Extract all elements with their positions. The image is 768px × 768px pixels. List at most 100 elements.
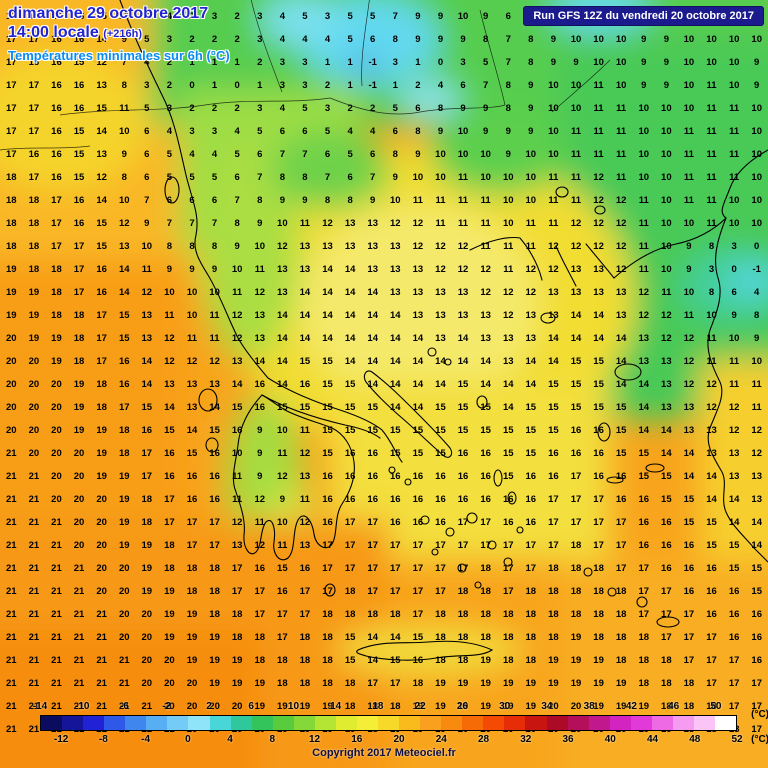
temp-value: 15: [502, 448, 514, 459]
temp-value: 18: [51, 310, 62, 321]
temp-value: 10: [570, 103, 582, 114]
scale-tick-label: 16: [351, 734, 363, 745]
temp-value: 18: [661, 701, 672, 712]
temp-value: 19: [186, 609, 198, 620]
temp-value: 11: [593, 126, 604, 137]
temp-value: 17: [661, 609, 672, 620]
temp-value: 18: [209, 586, 220, 597]
temp-value: 17: [277, 632, 288, 643]
temp-value: 19: [480, 678, 491, 689]
temp-value: 16: [209, 471, 220, 482]
temp-value: 16: [209, 448, 220, 459]
temp-value: 11: [232, 287, 243, 298]
temp-value: 11: [209, 333, 220, 344]
temp-value: 15: [390, 448, 401, 459]
temp-value: 13: [570, 264, 582, 275]
temp-value: 8: [415, 126, 421, 137]
temp-value: 18: [661, 655, 672, 666]
temp-value: 15: [367, 425, 378, 436]
temp-value: 10: [638, 126, 650, 137]
temp-value: 20: [28, 379, 40, 390]
temp-value: 20: [118, 609, 130, 620]
temp-value: 10: [728, 333, 740, 344]
temp-value: 21: [73, 563, 85, 574]
temp-value: 15: [322, 402, 333, 413]
temp-value: 19: [6, 264, 17, 275]
temp-value: 21: [51, 632, 62, 643]
temp-value: 16: [525, 494, 537, 505]
temp-value: 18: [548, 632, 559, 643]
temp-value: 17: [254, 586, 266, 597]
temp-value: 17: [706, 678, 717, 689]
temp-value: 4: [754, 287, 760, 298]
border-lines: [0, 0, 611, 151]
temp-value: 15: [570, 402, 582, 413]
temp-value: 21: [6, 517, 17, 528]
temp-value: 12: [254, 494, 266, 505]
temp-value: 17: [367, 540, 378, 551]
scale-cell: [335, 716, 357, 730]
temp-value: 10: [661, 241, 672, 252]
scale-tick-label: 44: [646, 734, 659, 745]
temp-value: 15: [480, 402, 491, 413]
temp-value: 8: [437, 103, 444, 114]
temp-value: 1: [211, 57, 218, 68]
temp-value: 13: [367, 241, 378, 252]
temp-value: 18: [615, 609, 627, 620]
temp-value: 16: [51, 149, 62, 160]
temp-value: 19: [548, 678, 559, 689]
temp-value: 12: [186, 356, 198, 367]
temp-value: 9: [505, 126, 511, 137]
temp-value: 19: [480, 701, 491, 712]
temp-value: 18: [367, 609, 378, 620]
temp-value: 17: [51, 218, 62, 229]
temp-value: 16: [51, 57, 62, 68]
temp-value: 13: [751, 471, 762, 482]
scale-cell: [693, 716, 715, 730]
temp-value: 10: [751, 172, 762, 183]
temp-value: 14: [502, 379, 514, 390]
temp-value: 19: [570, 632, 582, 643]
temp-value: 15: [570, 356, 582, 367]
temp-value: 16: [344, 494, 356, 505]
temp-value: 18: [73, 310, 85, 321]
temp-value: 9: [415, 149, 421, 160]
scale-tick-label: 32: [520, 734, 532, 745]
temp-value: 18: [661, 678, 672, 689]
temp-value: 13: [277, 287, 288, 298]
temp-value: 6: [144, 11, 150, 22]
temp-value: 12: [706, 402, 717, 413]
temp-value: 14: [661, 448, 672, 459]
temp-value: 17: [322, 586, 333, 597]
temp-value: 11: [706, 356, 717, 367]
temp-value: 17: [751, 678, 762, 689]
temp-value: 14: [367, 333, 378, 344]
temp-value: 18: [593, 563, 604, 574]
temp-value: 10: [593, 57, 604, 68]
temp-value: 2: [257, 57, 263, 68]
temp-value: 15: [728, 563, 740, 574]
temp-value: 17: [412, 540, 424, 551]
temp-value: 16: [570, 448, 582, 459]
temp-value: 8: [166, 241, 173, 252]
temp-value: 14: [593, 310, 604, 321]
scale-tick-label: 46: [668, 701, 680, 712]
temp-value: 14: [344, 287, 356, 298]
temp-value: 6: [324, 149, 331, 160]
temp-value: 16: [51, 126, 62, 137]
temp-value: 7: [189, 218, 195, 229]
temp-value: 14: [480, 356, 491, 367]
temp-value: 8: [324, 195, 331, 206]
temp-value: 10: [751, 195, 762, 206]
temp-value: 18: [28, 241, 40, 252]
temp-value: 19: [231, 678, 243, 689]
scale-tick-label: 36: [562, 734, 574, 745]
temp-value: 18: [570, 586, 582, 597]
temp-value: 2: [370, 103, 376, 114]
scale-cell: [209, 716, 231, 730]
temp-value: 18: [593, 586, 604, 597]
temp-value: 17: [728, 655, 740, 666]
temp-value: 16: [593, 448, 604, 459]
temp-value: 10: [254, 241, 266, 252]
temp-value: -1: [752, 264, 761, 275]
